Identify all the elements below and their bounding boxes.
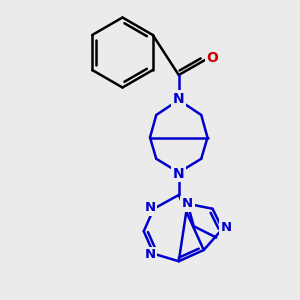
Text: N: N [173,92,184,106]
Text: N: N [182,197,193,210]
Text: N: N [144,248,156,262]
Text: N: N [221,221,232,234]
Text: N: N [173,167,184,181]
Text: O: O [207,50,218,64]
Text: N: N [144,201,156,214]
